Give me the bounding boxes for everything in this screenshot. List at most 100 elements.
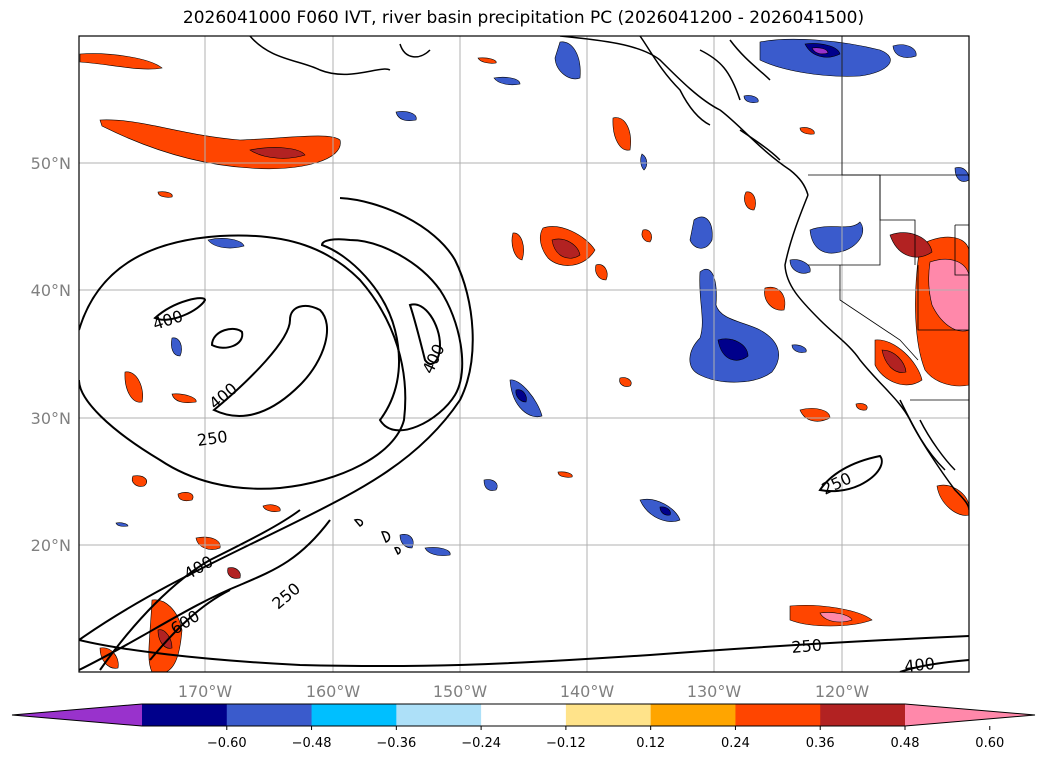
political-borders bbox=[808, 36, 969, 401]
contour-label: 250 bbox=[196, 427, 229, 450]
colorbar-segment bbox=[735, 704, 821, 726]
lat-label: 30°N bbox=[31, 409, 71, 428]
map-area: 400 400 400 250 400 600 250 250 250 400 bbox=[79, 36, 969, 676]
precip-blob bbox=[157, 629, 173, 649]
lon-label: 160°W bbox=[306, 682, 361, 701]
lat-label: 50°N bbox=[31, 154, 71, 173]
precip-blob bbox=[789, 259, 811, 274]
precip-blob bbox=[819, 612, 853, 623]
precip-blob bbox=[759, 38, 891, 77]
precip-blob bbox=[689, 216, 713, 249]
lon-label: 170°W bbox=[178, 682, 233, 701]
colorbar-segment bbox=[226, 704, 313, 726]
colorbar-tick-label: 0.12 bbox=[636, 736, 665, 751]
precip-blob bbox=[477, 57, 497, 64]
precip-blob bbox=[424, 547, 451, 556]
precip-blob bbox=[395, 111, 417, 122]
precip-blob bbox=[641, 229, 652, 243]
precip-blob bbox=[131, 475, 147, 487]
precip-blob bbox=[557, 471, 573, 478]
colorbar-extend-max bbox=[905, 704, 1035, 726]
island bbox=[353, 518, 364, 527]
colorbar-segment bbox=[650, 704, 736, 726]
precip-blob bbox=[595, 264, 608, 281]
precip-blob bbox=[171, 393, 197, 404]
precip-blob bbox=[207, 238, 245, 249]
lon-label: 120°W bbox=[815, 682, 870, 701]
ivt-contour-400-south bbox=[99, 509, 301, 671]
contour-label: 400 bbox=[903, 654, 935, 676]
contour-label: 250 bbox=[791, 635, 823, 657]
precip-blob bbox=[640, 153, 648, 171]
precip-blob bbox=[881, 349, 907, 373]
colorbar-segment bbox=[142, 704, 228, 726]
graticule bbox=[79, 36, 969, 672]
precip-blob bbox=[689, 269, 779, 383]
ivt-contour-400-right bbox=[320, 238, 464, 432]
precip-blob bbox=[619, 377, 632, 387]
precip-blob bbox=[115, 522, 129, 527]
precip-blob bbox=[554, 41, 581, 80]
precip-blob bbox=[799, 127, 815, 135]
precip-negative-regions bbox=[115, 38, 969, 556]
ivt-contour-400-arc bbox=[212, 304, 329, 417]
colorbar-tick-label: 0.48 bbox=[891, 736, 920, 751]
island bbox=[380, 531, 391, 543]
precip-blob bbox=[515, 389, 527, 403]
ivt-contour-250 bbox=[79, 234, 407, 490]
island bbox=[393, 546, 401, 556]
precip-blob bbox=[493, 76, 521, 86]
precip-blob bbox=[855, 403, 868, 411]
colorbar-segment bbox=[396, 704, 482, 726]
precip-blob bbox=[79, 53, 163, 70]
precip-blob bbox=[227, 567, 241, 579]
colorbar-tick-label: 0.36 bbox=[806, 736, 835, 751]
precip-blob bbox=[124, 371, 143, 403]
precip-blob bbox=[171, 337, 182, 357]
longitude-labels: 170°W 160°W 150°W 140°W 130°W 120°W bbox=[178, 682, 870, 701]
precip-blob bbox=[511, 232, 524, 261]
coastline bbox=[249, 36, 809, 196]
ivt-contour-250-big bbox=[79, 197, 474, 641]
coastlines bbox=[249, 36, 969, 556]
ivt-contours bbox=[79, 197, 969, 672]
colorbar-tick-label: −0.48 bbox=[292, 736, 332, 751]
precip-blob bbox=[262, 504, 281, 512]
latitude-labels: 50°N 40°N 30°N 20°N bbox=[31, 154, 71, 555]
colorbar-tick-label: −0.12 bbox=[546, 736, 586, 751]
colorbar-segment bbox=[311, 704, 397, 726]
lon-label: 130°W bbox=[687, 682, 742, 701]
colorbar-segment bbox=[820, 704, 906, 726]
precip-blob bbox=[177, 492, 194, 502]
precip-blob bbox=[791, 344, 807, 353]
ivt-contour-400-se bbox=[899, 659, 969, 672]
precip-blob bbox=[551, 238, 581, 259]
lat-label: 20°N bbox=[31, 536, 71, 555]
precip-blob bbox=[764, 286, 786, 311]
ivt-contour-250-bottom bbox=[79, 635, 969, 668]
colorbar-tick-label: −0.36 bbox=[376, 736, 416, 751]
precip-blob bbox=[928, 258, 969, 332]
coastline bbox=[899, 399, 956, 471]
precip-blob bbox=[889, 232, 933, 258]
colorbar-extend-min bbox=[12, 704, 142, 726]
precip-blob bbox=[892, 44, 917, 58]
ivt-contour-250-south bbox=[79, 519, 331, 671]
lon-label: 150°W bbox=[433, 682, 488, 701]
precip-blob bbox=[809, 221, 864, 254]
precip-blob bbox=[744, 191, 756, 211]
map-frame bbox=[78, 35, 970, 673]
precip-blob bbox=[483, 479, 498, 491]
coastline bbox=[784, 194, 969, 511]
precip-blob bbox=[717, 338, 749, 361]
colorbar-tick-label: 0.24 bbox=[721, 736, 750, 751]
precip-blob bbox=[659, 506, 671, 516]
precip-blob bbox=[639, 498, 681, 522]
precip-blob bbox=[743, 95, 759, 103]
lon-label: 140°W bbox=[560, 682, 615, 701]
precip-blob bbox=[157, 191, 173, 198]
precip-blob bbox=[954, 167, 969, 182]
precip-blob bbox=[811, 47, 829, 55]
ivt-contour-400-inner bbox=[210, 327, 244, 349]
ivt-contour-400-east bbox=[408, 303, 442, 365]
